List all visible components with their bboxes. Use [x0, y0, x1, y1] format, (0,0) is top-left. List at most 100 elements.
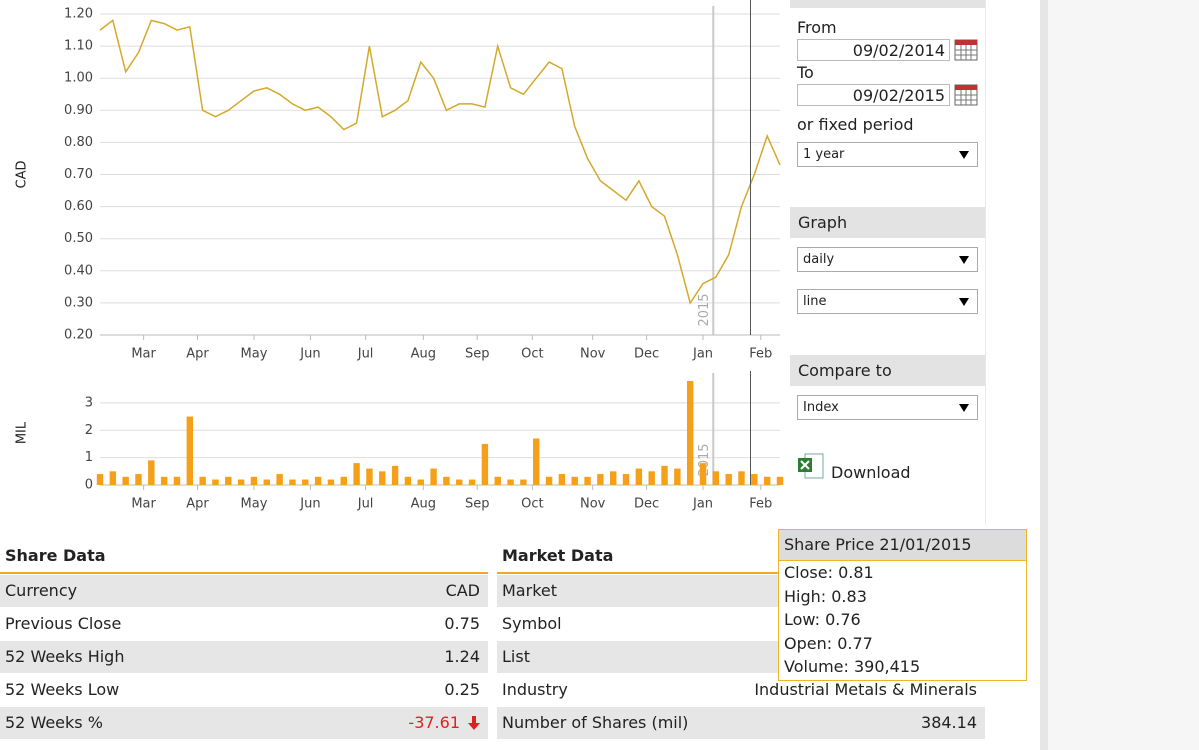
table-title: Share Data	[0, 540, 488, 574]
volume-bar	[391, 465, 399, 485]
x-tick-label: May	[241, 347, 268, 362]
interval-select[interactable]: daily	[797, 247, 978, 272]
table-row: Symbol	[497, 608, 985, 640]
x-tick-label: Apr	[186, 497, 209, 512]
row-value: 384.14	[921, 713, 977, 732]
volume-bar	[135, 474, 142, 485]
tooltip-line: Open: 0.77	[784, 633, 873, 653]
y-tick-label: 0.40	[64, 263, 93, 278]
tooltip-line: High: 0.83	[784, 586, 867, 606]
volume-bar	[173, 476, 181, 485]
y-tick-label: 0.30	[64, 295, 93, 310]
row-label: 52 Weeks High	[5, 647, 125, 666]
y-tick-label: 1.00	[64, 71, 93, 86]
volume-bar	[456, 479, 463, 485]
x-tick-label: Jul	[357, 347, 374, 362]
row-label: Number of Shares (mil)	[502, 713, 689, 732]
volume-bar	[289, 479, 296, 485]
calendar-icon[interactable]	[954, 84, 978, 106]
dropdown-arrow	[959, 298, 969, 306]
y-tick-label: 1	[85, 450, 93, 465]
volume-bar	[622, 474, 630, 485]
x-tick-label: Jan	[692, 497, 713, 512]
volume-bar	[186, 416, 194, 485]
row-label: List	[502, 647, 530, 666]
to-input[interactable]: 09/02/2015	[797, 84, 950, 106]
y-tick-label: 2	[85, 423, 93, 438]
compare-header: Compare to	[790, 355, 986, 386]
x-tick-label: Oct	[521, 497, 543, 512]
volume-bar	[122, 476, 129, 485]
row-label: Previous Close	[5, 614, 122, 633]
calendar-icon[interactable]	[954, 39, 978, 61]
volume-bar	[314, 476, 322, 485]
graph-header: Graph	[790, 207, 986, 238]
dropdown-arrow	[959, 256, 969, 264]
period-select[interactable]: 1 year	[797, 142, 978, 167]
select-text: Index	[803, 400, 839, 415]
volume-bar	[520, 479, 527, 485]
row-value: CAD	[445, 581, 480, 600]
volume-bar	[109, 471, 117, 485]
fixed-period-label: or fixed period	[797, 115, 914, 134]
x-tick-label: Aug	[411, 497, 436, 512]
volume-bar	[763, 476, 771, 485]
to-label: To	[797, 63, 814, 82]
download-link[interactable]: Download	[831, 463, 911, 482]
table-row: Previous Close 0.75	[0, 608, 488, 640]
volume-bar	[327, 479, 335, 485]
volume-bar	[648, 471, 655, 485]
volume-bar	[751, 474, 758, 485]
row-label: Market	[502, 581, 557, 600]
y-tick-label: 0.60	[64, 199, 93, 214]
excel-icon[interactable]	[797, 452, 827, 482]
row-label: 52 Weeks %	[5, 713, 103, 732]
volume-bar	[699, 463, 707, 485]
volume-bar	[366, 468, 373, 485]
volume-bar	[160, 476, 168, 485]
x-tick-label: Dec	[634, 497, 659, 512]
volume-bar	[468, 479, 476, 485]
charts: CAD 0.20 0.30 0.40 0.50 0.60 0.70 0.80 0.90 1.00 1…	[15, 0, 784, 512]
x-tick-label: Oct	[521, 347, 543, 362]
y-tick-label: 0.20	[64, 328, 93, 343]
tooltip: Share Price 21/01/2015 Close: 0.81 High: …	[778, 529, 1027, 681]
volume-bar	[263, 479, 270, 485]
row-value: Industrial Metals & Minerals	[754, 680, 977, 699]
select-text: daily	[803, 252, 835, 267]
volume-bar	[533, 438, 540, 485]
volume-bar	[725, 474, 732, 485]
volume-bar	[225, 476, 232, 485]
volume-bar	[674, 468, 681, 485]
y-tick-label: 0.50	[64, 231, 93, 246]
volume-bar	[340, 476, 347, 485]
tooltip-line: Volume: 390,415	[784, 657, 921, 676]
volume-bar	[661, 465, 668, 485]
volume-bar	[584, 476, 591, 485]
x-tick-label: Jul	[357, 497, 374, 512]
volume-bar	[417, 479, 424, 485]
x-tick-label: Jun	[299, 497, 320, 512]
row-label: Currency	[5, 581, 78, 600]
volume-bar	[776, 476, 784, 485]
x-tick-label: May	[241, 497, 268, 512]
from-input[interactable]: 09/02/2014	[797, 39, 950, 61]
volume-bar	[199, 476, 206, 485]
y-tick-label: 1.10	[64, 39, 93, 54]
volume-bar	[712, 471, 720, 485]
x-tick-label: Apr	[186, 347, 209, 362]
volume-bar	[558, 474, 566, 485]
volume-bar	[443, 476, 450, 485]
table-row: Currency CAD	[0, 575, 488, 607]
x-tick-label: Aug	[411, 347, 436, 362]
year-label: 2015	[697, 293, 712, 326]
volume-bar	[212, 479, 219, 485]
select-text: line	[803, 294, 827, 309]
style-select[interactable]: line	[797, 289, 978, 314]
row-value: 0.75	[444, 614, 480, 633]
x-tick-label: Dec	[634, 347, 659, 362]
table-title: Market Data	[497, 540, 985, 574]
volume-bar	[494, 476, 501, 485]
compare-select[interactable]: Index	[797, 395, 978, 420]
row-value: 0.25	[444, 680, 480, 699]
